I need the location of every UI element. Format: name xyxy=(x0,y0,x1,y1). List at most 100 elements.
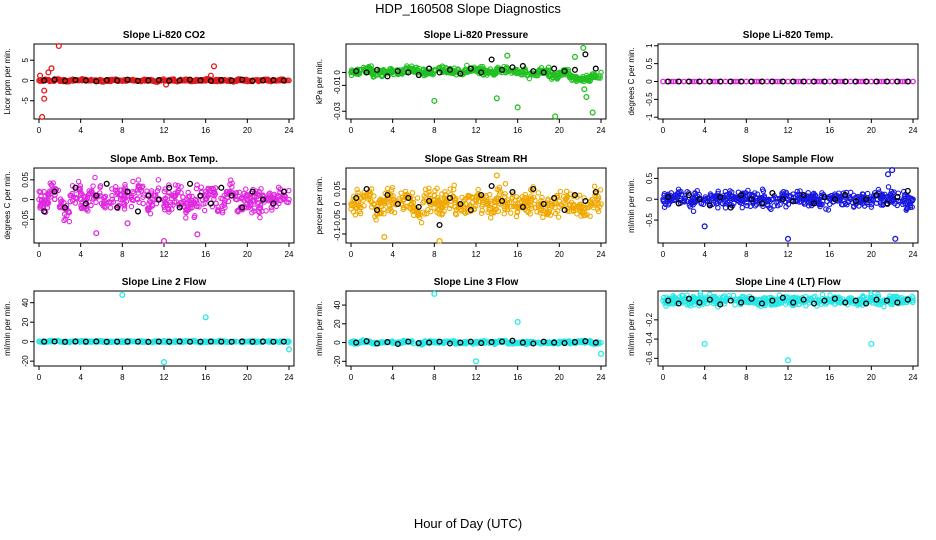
x-tick-label: 0 xyxy=(349,373,354,382)
x-tick-label: 4 xyxy=(390,250,395,259)
hourly-point xyxy=(446,66,454,73)
hourly-point xyxy=(166,77,173,84)
hourly-point xyxy=(675,78,682,85)
data-point-cloud xyxy=(183,209,189,216)
x-tick-label: 16 xyxy=(513,373,522,382)
hourly-point xyxy=(218,77,225,84)
hourly-point xyxy=(863,78,870,85)
hourly-point xyxy=(239,76,246,83)
x-tick-label: 16 xyxy=(825,250,834,259)
data-point-cloud xyxy=(348,72,355,79)
data-point-cloud xyxy=(145,207,151,214)
data-point-cloud xyxy=(520,71,526,78)
data-point-cloud xyxy=(211,193,217,199)
hourly-point xyxy=(842,78,849,85)
x-axis-caption: Hour of Day (UTC) xyxy=(413,516,523,531)
hourly-point xyxy=(72,77,79,84)
x-tick-label: 24 xyxy=(285,250,294,259)
data-point-cloud xyxy=(486,69,492,76)
y-axis-label: percent per min. xyxy=(315,177,324,235)
outlier-point xyxy=(472,358,480,365)
data-point-cloud xyxy=(189,205,195,211)
plot-frame xyxy=(345,290,607,367)
data-point-cloud xyxy=(404,203,410,209)
data-point-cloud xyxy=(171,199,178,205)
data-point-cloud xyxy=(225,198,232,205)
hourly-point xyxy=(373,66,381,73)
outlier-point xyxy=(581,86,588,93)
data-point-cloud xyxy=(102,193,109,200)
data-point xyxy=(98,200,105,207)
data-point-cloud xyxy=(391,209,398,216)
data-point-cloud xyxy=(581,195,587,201)
data-point xyxy=(36,196,42,203)
hourly-point xyxy=(769,78,776,85)
data-point-cloud xyxy=(534,71,540,78)
data-point xyxy=(546,73,552,80)
data-point-cloud xyxy=(173,199,180,205)
data-point-cloud xyxy=(155,185,162,191)
outlier-point xyxy=(583,93,590,101)
hourly-point xyxy=(831,78,838,85)
data-point-cloud xyxy=(115,205,121,212)
data-point-cloud xyxy=(172,182,179,188)
y-tick-label: 0.5 xyxy=(645,58,654,70)
data-point-cloud xyxy=(465,192,471,199)
data-point-cloud xyxy=(523,203,529,210)
data-point-cloud xyxy=(90,196,97,202)
hourly-point xyxy=(540,69,547,76)
outlier-point xyxy=(514,318,521,325)
data-point-cloud xyxy=(373,217,379,223)
data-point-cloud xyxy=(864,190,871,197)
data-point-cloud xyxy=(885,184,892,190)
outlier-point xyxy=(41,87,48,94)
hourly-point xyxy=(738,78,745,85)
x-tick-label: 24 xyxy=(909,373,918,382)
data-point-cloud xyxy=(112,187,119,194)
data-point-cloud xyxy=(522,68,529,74)
data-point-cloud xyxy=(563,188,570,195)
data-point xyxy=(525,72,531,78)
data-point-cloud xyxy=(422,186,429,193)
data-point-cloud xyxy=(166,182,172,188)
data-point-cloud xyxy=(436,211,442,217)
data-point-cloud xyxy=(200,201,206,207)
data-point-cloud xyxy=(501,210,508,217)
hourly-point xyxy=(166,184,173,191)
data-point-cloud xyxy=(121,189,127,195)
data-point-cloud xyxy=(478,210,485,216)
data-point-cloud xyxy=(111,77,118,83)
y-tick-label: 0 xyxy=(645,196,654,201)
hourly-point xyxy=(415,71,422,79)
hourly-point xyxy=(103,180,110,187)
data-point-cloud xyxy=(381,210,387,217)
data-point-cloud xyxy=(62,216,69,222)
hourly-point xyxy=(582,51,589,58)
hourly-point xyxy=(93,192,100,199)
panel-title: Slope Li-820 CO2 xyxy=(123,30,206,41)
hourly-point xyxy=(790,78,797,85)
data-point-cloud xyxy=(423,69,429,76)
hourly-point xyxy=(488,182,495,190)
outlier-point xyxy=(431,290,438,297)
hourly-point xyxy=(134,208,142,215)
x-tick-label: 4 xyxy=(390,126,395,135)
outlier-point xyxy=(552,113,559,120)
y-tick-label: 0 xyxy=(21,339,30,344)
data-point xyxy=(150,78,157,85)
data-point-cloud xyxy=(595,193,601,200)
data-point-cloud xyxy=(169,206,175,212)
data-point xyxy=(254,200,261,207)
x-tick-label: 8 xyxy=(432,250,437,259)
hourly-point xyxy=(186,180,194,187)
y-axis-label: ml/min per min. xyxy=(627,301,636,356)
y-tick-label: 0.05 xyxy=(21,172,30,188)
x-tick-label: 0 xyxy=(37,250,42,259)
hourly-point xyxy=(685,78,693,85)
data-point xyxy=(556,69,563,76)
x-tick-label: 12 xyxy=(472,126,481,135)
data-point-cloud xyxy=(501,193,508,200)
data-point-cloud xyxy=(147,199,154,206)
data-point-cloud xyxy=(379,73,385,80)
